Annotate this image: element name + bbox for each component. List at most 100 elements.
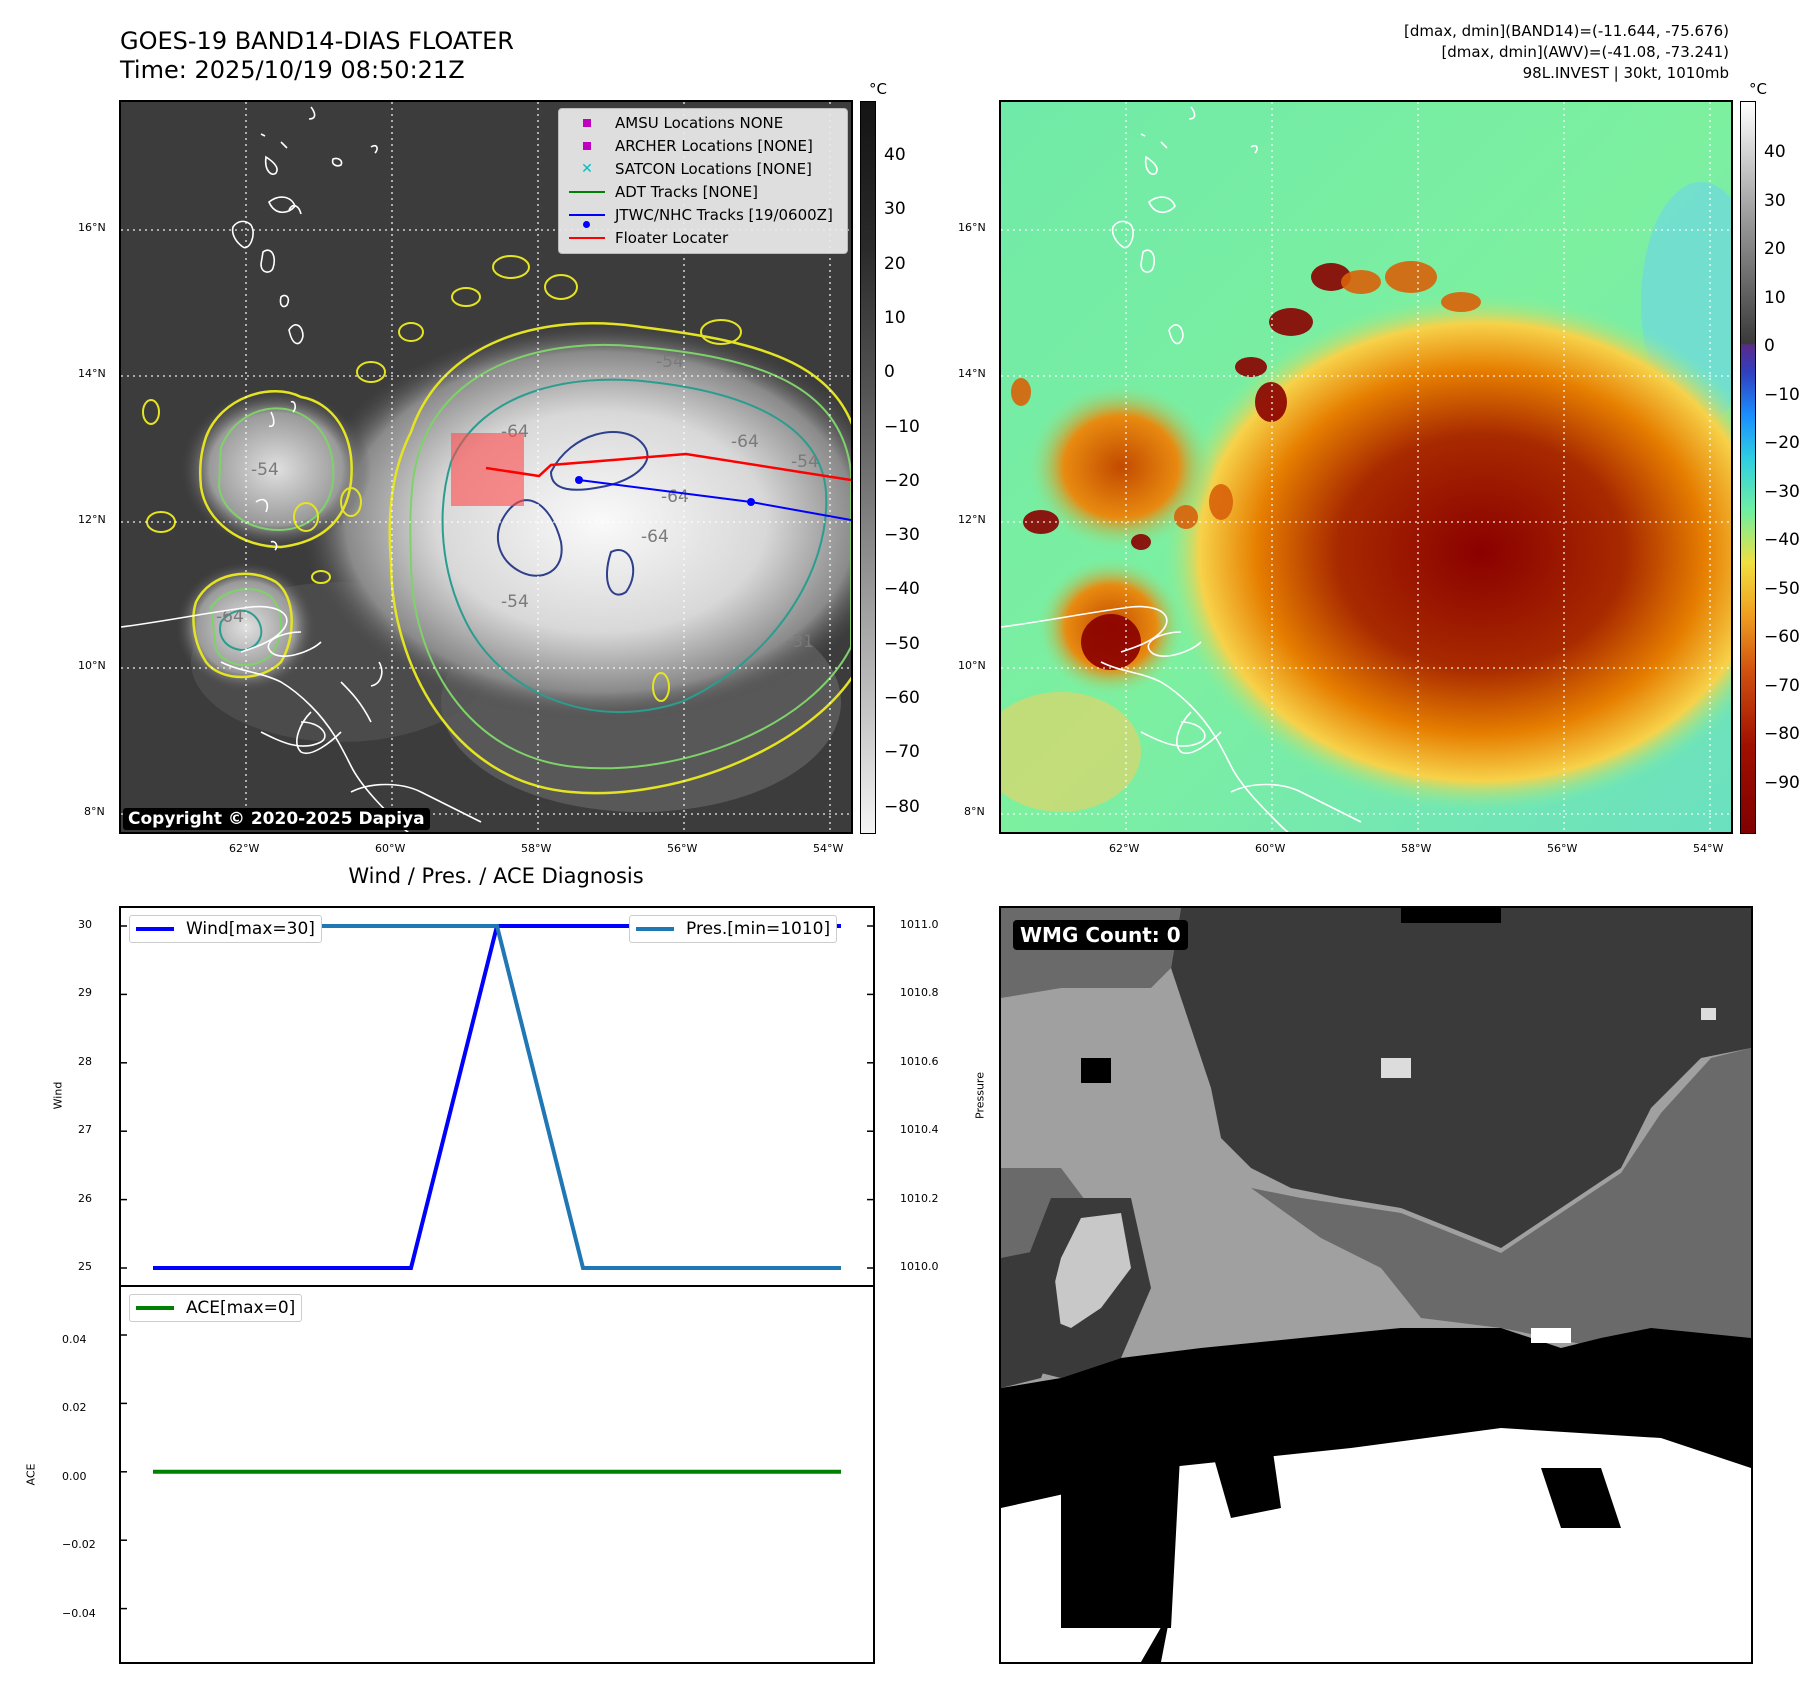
ace-canvas [121,1334,841,1610]
lon-label: 62°W [229,842,260,855]
map-legend: AMSU Locations NONE ARCHER Locations [NO… [558,108,848,254]
pressure-tick: 1011.0 [900,918,939,931]
wmg-count: WMG Count: 0 [1013,920,1188,950]
floater-box [451,433,524,506]
wind-axis-label: Wind [51,1081,65,1110]
contour-label: -31 [786,632,814,652]
lat-label: 16°N [78,221,106,234]
colorbar-tick: −20 [884,470,920,491]
ace-plot [119,1285,875,1664]
colorbar-tick: 0 [1764,336,1775,356]
wind-tick: 29 [78,986,92,1000]
diagnosis-title: Wind / Pres. / ACE Diagnosis [348,864,644,888]
colorbar-unit: °C [869,80,887,98]
colorbar-tick: −40 [884,579,920,600]
contour-label: -64 [731,432,759,452]
lon-label: 58°W [1401,842,1432,855]
colorbar-tick: −50 [1764,578,1800,599]
lon-label: 60°W [1255,842,1286,855]
contour-label: -54 [251,460,279,480]
legend-item-amsu: AMSU Locations NONE [567,112,783,134]
legend-item-archer: ARCHER Locations [NONE] [567,135,813,157]
contour-label: -64 [216,607,244,627]
wind-tick: 25 [78,1260,92,1273]
ace-legend: ACE[max=0] [129,1294,303,1322]
colorbar-tick: −20 [1764,433,1800,453]
ace-tick: 0.02 [62,1401,87,1415]
legend-item-floater: Floater Locater [567,227,728,249]
colorbar-tick: 0 [884,362,895,383]
colorbar-tick: −60 [1764,627,1800,647]
lon-label: 54°W [813,842,844,855]
lat-label: 10°N [958,659,986,672]
lon-label: 60°W [375,842,406,855]
contour-label: -64 [641,527,669,547]
colorbar-tick: −70 [884,742,920,763]
ir-map: -54 -64 -54 -64 -64 -54 -31 -64 -64 -54 [119,100,853,834]
lon-label: 56°W [1547,842,1578,855]
colorbar-tick: −10 [884,416,920,437]
line-marker-icon [569,214,605,216]
legend-item-adt: ADT Tracks [NONE] [567,181,758,203]
wind-legend: Wind[max=30] [129,915,322,943]
lat-label: 16°N [958,221,986,234]
colorbar-tick: 20 [1764,239,1786,259]
colorbar-tick: −90 [1764,772,1800,793]
colorbar-tick: −80 [1764,724,1800,744]
wind-series-line [153,924,841,1270]
square-marker-icon [583,142,591,150]
wmg-canvas [1001,908,1751,1662]
lat-label: 14°N [78,367,106,380]
chart-time: Time: 2025/10/19 08:50:21Z [120,56,465,84]
contour-label: -54 [656,352,684,372]
pressure-tick: 1010.4 [900,1123,939,1137]
legend-line-icon [136,927,174,931]
colorbar-tick: −60 [884,688,920,708]
info-awv: [dmax, dmin](AWV)=(-41.08, -73.241) [1441,43,1729,61]
colorbar-tick: 30 [884,199,906,220]
colorbar-tick: 40 [1764,142,1786,162]
colorbar-tick: −80 [884,796,920,817]
pressure-axis-label: Pressure [973,1072,987,1119]
legend-item-satcon: ✕ SATCON Locations [NONE] [567,158,812,180]
info-storm: 98L.INVEST | 30kt, 1010mb [1522,64,1729,82]
awv-map-canvas [1001,102,1731,832]
ace-tick: −0.02 [62,1538,96,1552]
chart-title: GOES-19 BAND14-DIAS FLOATER [120,27,514,55]
lon-label: 54°W [1693,842,1724,855]
wind-pressure-canvas [121,924,873,1270]
colorbar-tick: −50 [884,633,920,654]
ace-tick: 0.00 [62,1469,87,1483]
pressure-tick: 1010.6 [900,1054,939,1068]
legend-item-jtwc: JTWC/NHC Tracks [19/0600Z] [567,204,833,228]
awv-colorbar [1740,101,1756,834]
pressure-tick: 1010.0 [900,1260,939,1273]
dot-marker-icon [583,221,590,228]
wmg-panel: WMG Count: 0 [999,906,1753,1664]
colorbar-tick: −30 [884,525,920,546]
lat-label: 10°N [78,659,106,672]
colorbar-tick: 20 [884,253,906,274]
nhc-track-point [747,498,755,506]
wind-tick: 30 [78,918,92,931]
pressure-tick: 1010.2 [900,1191,939,1205]
colorbar-tick: −10 [1764,384,1800,405]
legend-line-icon [636,927,674,931]
pressure-tick: 1010.8 [900,986,939,1000]
lat-label: 12°N [78,513,106,526]
colorbar-tick: 10 [884,307,906,328]
lat-label: 12°N [958,513,986,526]
colorbar-tick: −30 [1764,481,1800,502]
nhc-track-point [575,476,583,484]
lat-label: 8°N [84,805,105,818]
colorbar-tick: −70 [1764,675,1800,696]
line-marker-icon [569,237,605,239]
legend-line-icon [136,1306,174,1310]
floater-track [485,452,851,482]
wind-tick: 28 [78,1054,92,1068]
square-marker-icon [583,119,591,127]
ace-axis-label: ACE [24,1463,38,1486]
lat-label: 8°N [964,805,985,818]
copyright-label: Copyright © 2020-2025 Dapiya [123,808,430,830]
lat-label: 14°N [958,367,986,380]
